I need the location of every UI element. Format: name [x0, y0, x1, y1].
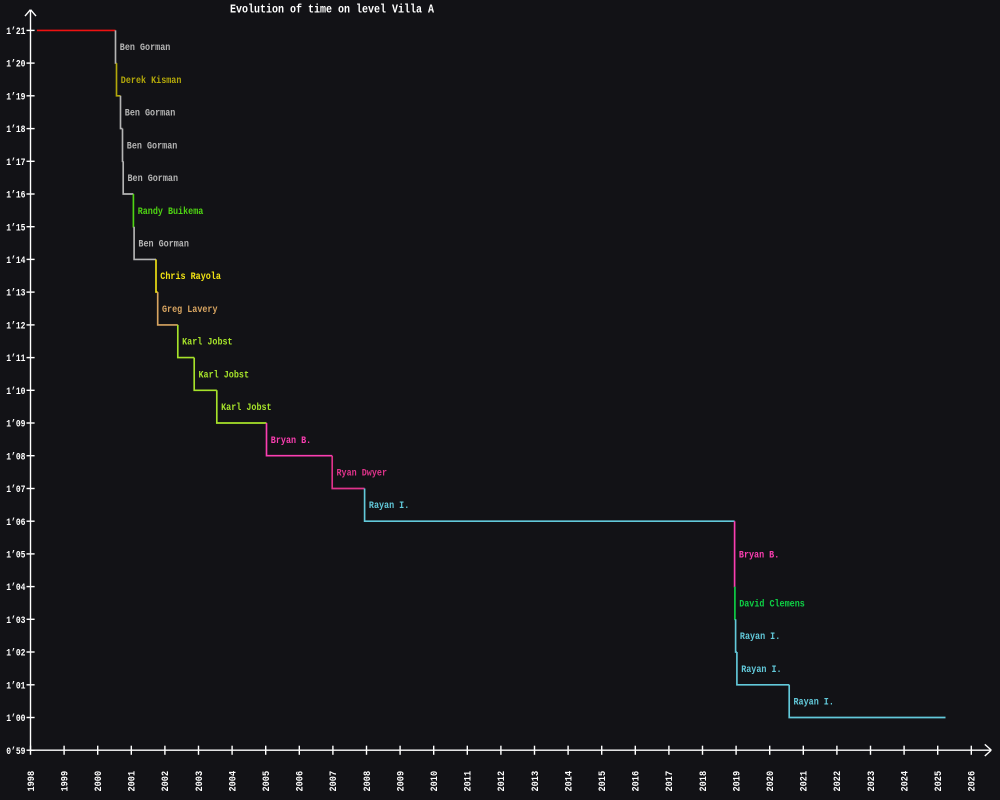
- svg-text:Rayan I.: Rayan I.: [794, 698, 834, 709]
- svg-text:2004: 2004: [228, 771, 239, 792]
- svg-text:2017: 2017: [665, 771, 676, 792]
- svg-text:1’06: 1’06: [6, 517, 25, 529]
- svg-text:Ben Gorman: Ben Gorman: [128, 174, 179, 185]
- svg-text:2023: 2023: [867, 771, 878, 792]
- svg-text:1’13: 1’13: [6, 288, 25, 300]
- svg-text:2022: 2022: [833, 771, 844, 792]
- svg-text:2003: 2003: [195, 771, 206, 792]
- svg-text:2026: 2026: [968, 771, 979, 792]
- svg-text:Rayan I.: Rayan I.: [740, 632, 780, 643]
- svg-text:Ben Gorman: Ben Gorman: [127, 141, 178, 152]
- svg-text:2000: 2000: [94, 771, 105, 792]
- svg-text:1’00: 1’00: [6, 713, 25, 725]
- svg-text:1’08: 1’08: [6, 451, 25, 463]
- svg-text:2012: 2012: [497, 771, 508, 792]
- svg-text:Bryan B.: Bryan B.: [739, 550, 779, 561]
- svg-text:2008: 2008: [363, 771, 374, 792]
- svg-text:1’17: 1’17: [6, 157, 25, 169]
- svg-text:Ben Gorman: Ben Gorman: [120, 43, 171, 54]
- svg-text:Evolution of time on level Vil: Evolution of time on level Villa A: [230, 3, 435, 17]
- svg-text:2021: 2021: [800, 771, 811, 792]
- svg-text:Chris Rayola: Chris Rayola: [160, 271, 221, 283]
- svg-text:2024: 2024: [900, 771, 911, 792]
- svg-text:2013: 2013: [531, 771, 542, 792]
- svg-text:2009: 2009: [396, 771, 407, 792]
- svg-text:Ben Gorman: Ben Gorman: [138, 240, 189, 251]
- svg-text:2018: 2018: [699, 771, 710, 792]
- svg-text:2015: 2015: [598, 771, 609, 792]
- svg-text:2007: 2007: [329, 771, 340, 792]
- svg-text:1998: 1998: [27, 771, 38, 792]
- svg-text:Rayan I.: Rayan I.: [741, 665, 781, 676]
- svg-text:2006: 2006: [296, 771, 307, 792]
- svg-text:Greg Lavery: Greg Lavery: [162, 305, 218, 316]
- svg-text:1’09: 1’09: [6, 419, 25, 431]
- svg-text:2025: 2025: [934, 771, 945, 792]
- svg-text:2010: 2010: [430, 771, 441, 792]
- svg-text:1’14: 1’14: [6, 255, 25, 267]
- svg-text:2019: 2019: [732, 771, 743, 792]
- svg-text:1’07: 1’07: [6, 484, 25, 496]
- svg-text:Derek Kisman: Derek Kisman: [121, 75, 182, 87]
- svg-text:1’19: 1’19: [6, 91, 25, 103]
- svg-text:1’20: 1’20: [6, 59, 25, 71]
- svg-text:Rayan I.: Rayan I.: [369, 501, 409, 512]
- svg-text:2001: 2001: [128, 771, 139, 792]
- svg-text:1’12: 1’12: [6, 321, 25, 333]
- svg-text:1’10: 1’10: [6, 386, 25, 398]
- svg-text:1’16: 1’16: [6, 190, 25, 202]
- svg-text:2020: 2020: [766, 771, 777, 792]
- svg-text:Ryan Dwyer: Ryan Dwyer: [337, 469, 388, 480]
- svg-text:Karl Jobst: Karl Jobst: [182, 337, 233, 349]
- svg-text:2005: 2005: [262, 771, 273, 792]
- svg-text:Randy Buikema: Randy Buikema: [138, 206, 204, 218]
- svg-text:Karl Jobst: Karl Jobst: [199, 369, 250, 381]
- svg-text:Bryan B.: Bryan B.: [271, 436, 311, 447]
- svg-text:1’21: 1’21: [6, 26, 25, 38]
- svg-text:2014: 2014: [564, 771, 575, 792]
- svg-text:1’02: 1’02: [6, 648, 25, 660]
- svg-text:1’03: 1’03: [6, 615, 25, 627]
- svg-text:Ben Gorman: Ben Gorman: [125, 109, 176, 120]
- svg-text:1’18: 1’18: [6, 124, 25, 136]
- svg-text:1’01: 1’01: [6, 680, 25, 692]
- svg-text:1’15: 1’15: [6, 222, 25, 234]
- svg-text:Karl Jobst: Karl Jobst: [221, 402, 272, 414]
- svg-text:1999: 1999: [60, 771, 71, 792]
- svg-text:0’59: 0’59: [6, 746, 25, 758]
- svg-text:2016: 2016: [632, 771, 643, 792]
- svg-text:1’04: 1’04: [6, 582, 25, 594]
- svg-text:1’11: 1’11: [6, 353, 25, 365]
- svg-text:2002: 2002: [161, 771, 172, 792]
- svg-text:2011: 2011: [464, 771, 475, 792]
- svg-text:1’05: 1’05: [6, 550, 25, 562]
- svg-text:David Clemens: David Clemens: [739, 598, 805, 610]
